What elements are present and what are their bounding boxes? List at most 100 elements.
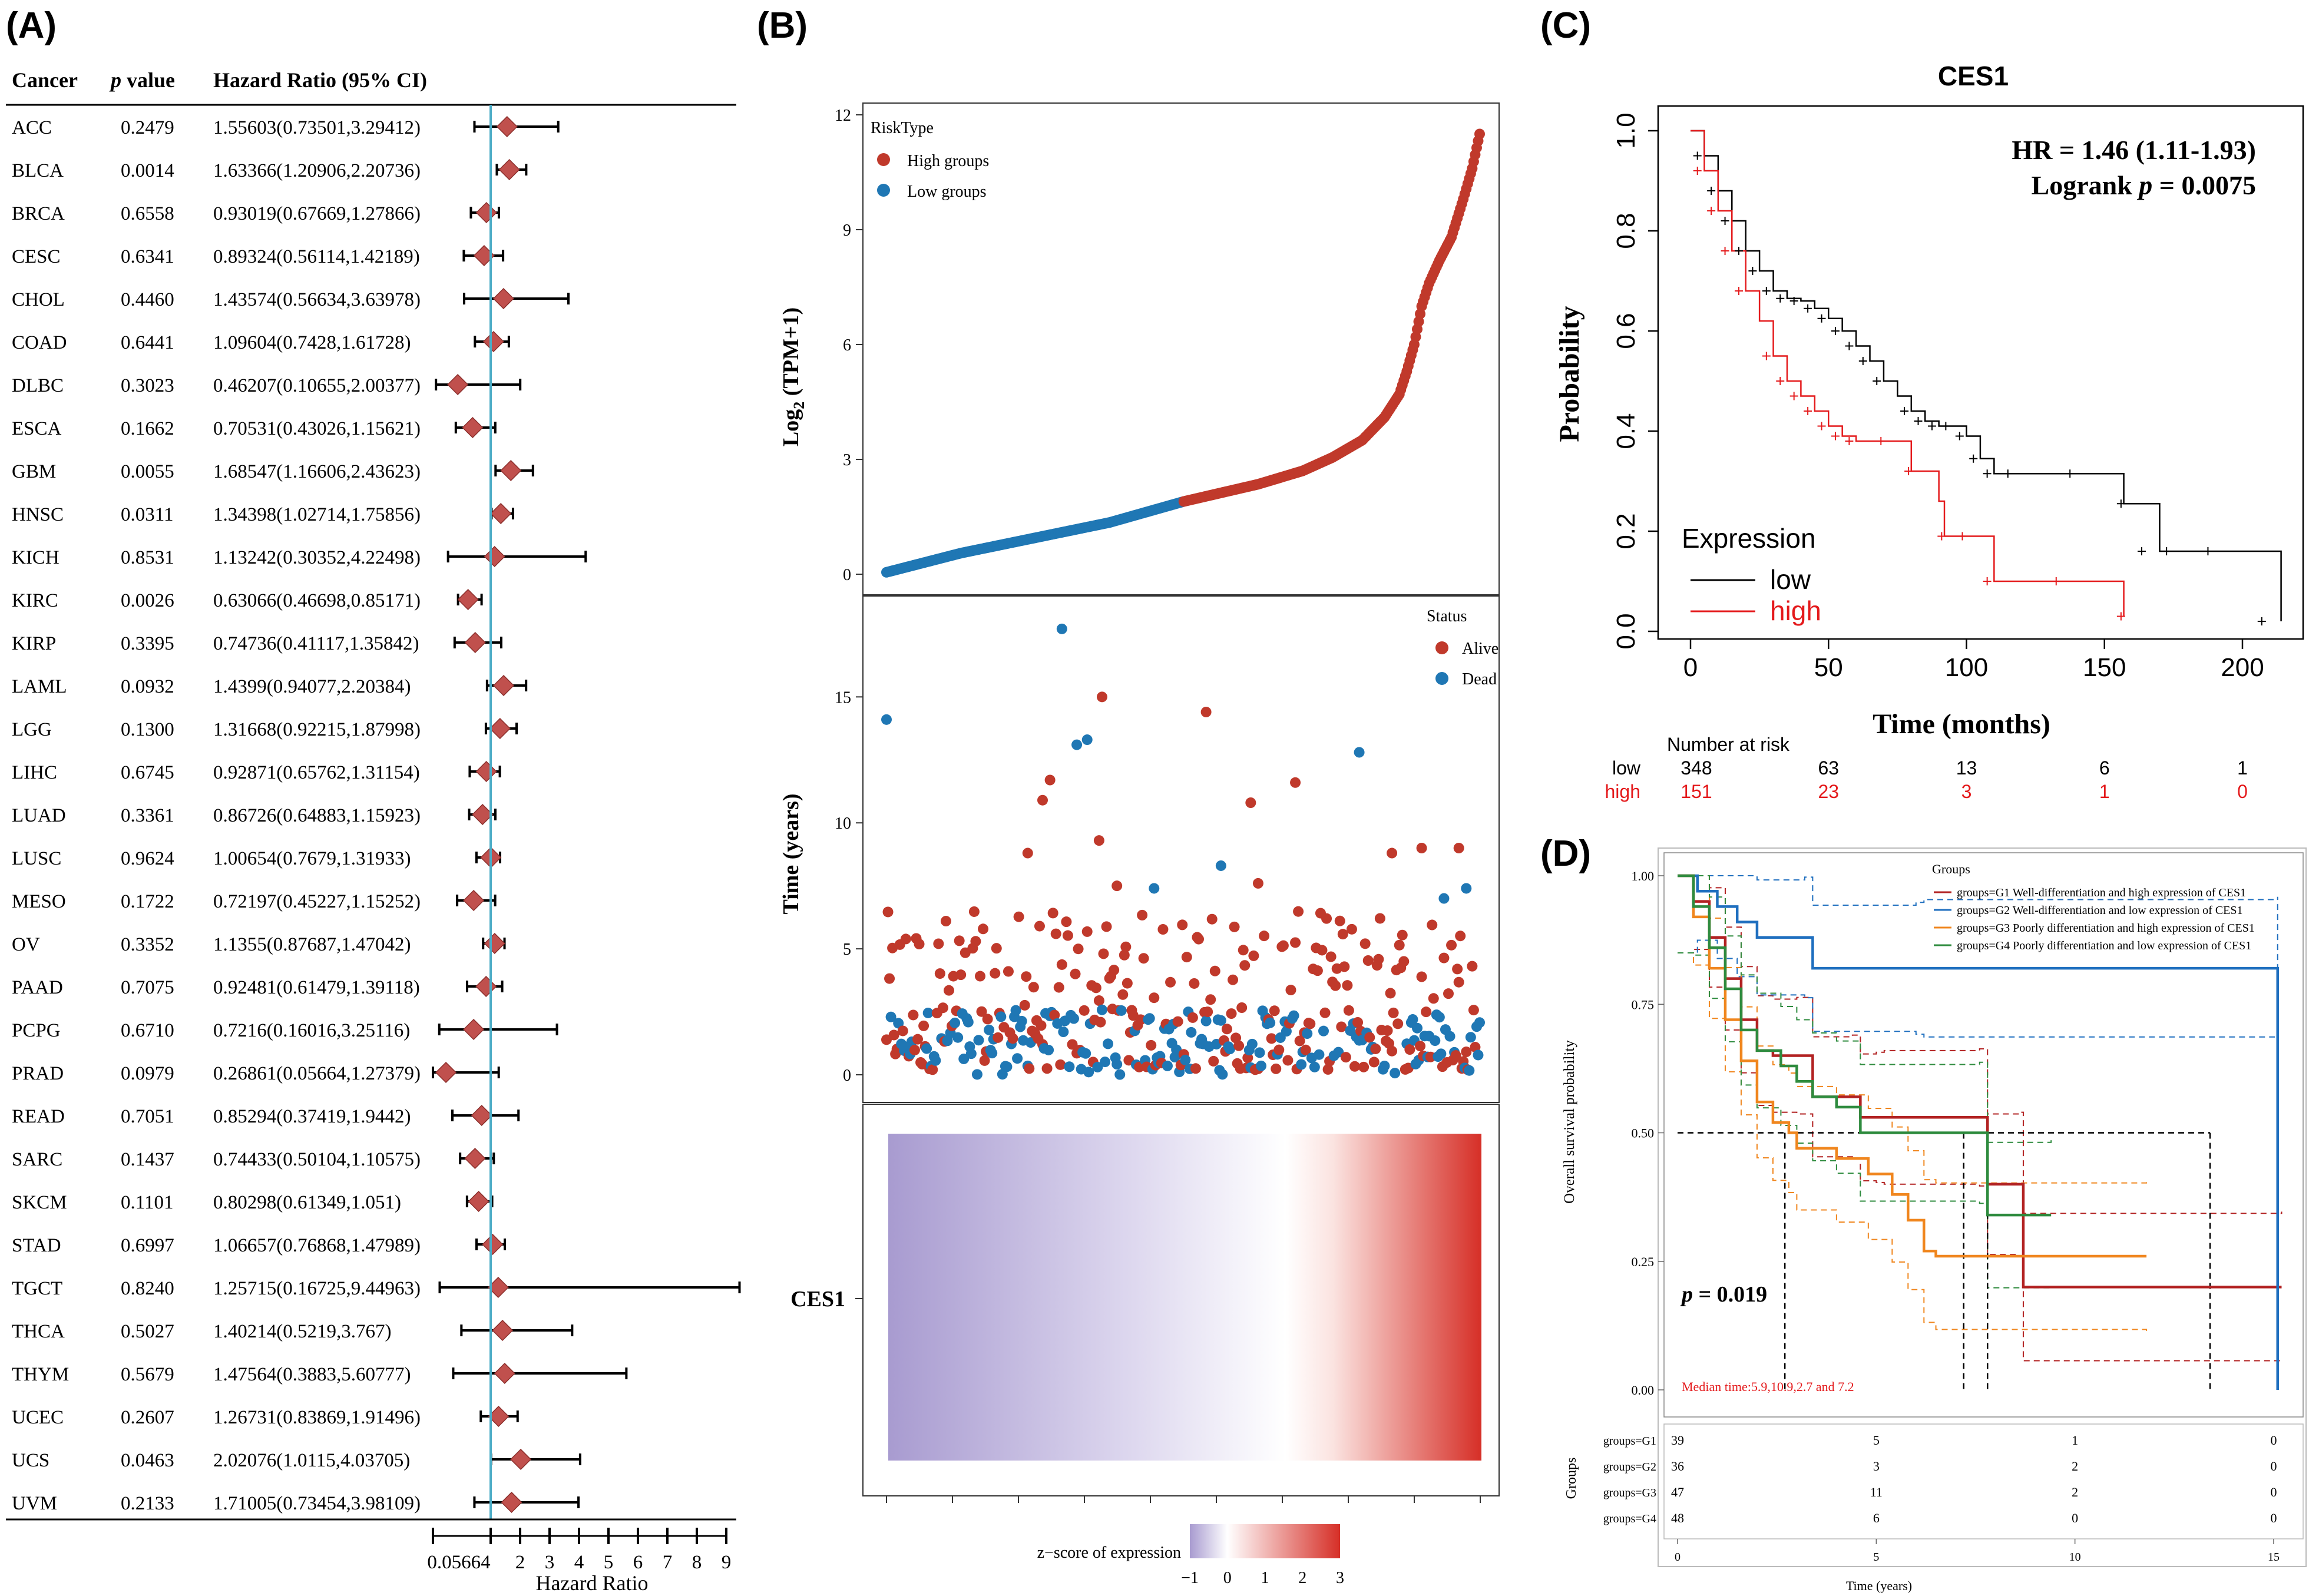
zscore-tick-label: −1 — [1181, 1569, 1199, 1587]
survival-point — [1428, 993, 1439, 1004]
survival-point — [1114, 1069, 1126, 1080]
forest-hr-text: 1.26731(0.83869,1.91496) — [213, 1407, 421, 1428]
survival-point — [1047, 908, 1058, 919]
forest-p-value: 0.6745 — [121, 762, 174, 783]
survival-point — [1228, 974, 1239, 985]
forest-hr-text: 0.86726(0.64883,1.15923) — [213, 805, 421, 826]
forest-axis-tick-label: 3 — [545, 1552, 555, 1573]
survival-point — [912, 1034, 923, 1045]
heatmap-frame — [862, 1104, 1500, 1496]
forest-hr-diamond — [496, 115, 518, 138]
survival-point — [1058, 1027, 1069, 1038]
forest-axis-tick-label: 6 — [633, 1552, 643, 1573]
d-y-tick-label: 0.00 — [1632, 1383, 1655, 1398]
km-low-censor — [1721, 217, 1729, 225]
survival-point — [1189, 978, 1200, 989]
forest-cancer-label: HNSC — [12, 504, 64, 525]
d-x-label: Time (years) — [1846, 1578, 1912, 1593]
d-risk-frame — [1663, 1423, 2304, 1539]
survival-point — [1146, 1039, 1157, 1051]
d-ci-upper-g4 — [1678, 875, 2052, 1143]
d-plot-frame — [1663, 852, 2304, 1418]
survival-point — [944, 985, 954, 996]
d-curve-g3 — [1678, 874, 2147, 1258]
survival-point — [908, 1009, 919, 1021]
survival-point — [987, 1048, 998, 1059]
survival-outlier-point — [1252, 878, 1263, 889]
survival-point — [1468, 1005, 1479, 1016]
survival-outlier-point — [1416, 843, 1427, 853]
d-ci-upper-g1 — [1678, 875, 2282, 1214]
legend-dead-label: Dead — [1462, 670, 1497, 688]
survival-point — [1388, 1007, 1399, 1018]
d-risk-value: 0 — [2271, 1511, 2277, 1525]
forest-cancer-label: LAML — [12, 676, 67, 697]
survival-point — [1370, 1043, 1381, 1054]
survival-point — [995, 1011, 1007, 1022]
d-risk-row-label: groups=G4 — [1603, 1512, 1656, 1525]
forest-hr-text: 0.93019(0.67669,1.27866) — [213, 203, 421, 224]
forest-cancer-label: LGG — [12, 719, 52, 740]
survival-point — [882, 906, 894, 918]
forest-p-value: 0.6558 — [121, 203, 174, 224]
survival-point — [1193, 933, 1204, 945]
legend-low-marker — [877, 184, 890, 197]
km-low-censor — [1845, 342, 1854, 350]
survival-point — [1165, 976, 1176, 988]
d-x-tick-label: 10 — [2069, 1551, 2081, 1564]
forest-cancer-label: STAD — [12, 1235, 61, 1256]
survival-point — [1041, 1063, 1053, 1074]
top-y-tick-label: 3 — [843, 451, 851, 469]
forest-hr-text: 0.80298(0.61349,1.051) — [213, 1192, 401, 1213]
survival-point — [1012, 1053, 1023, 1064]
survival-point — [1013, 911, 1024, 922]
km-high-censor — [1904, 467, 1913, 475]
d-curve-g2 — [1678, 874, 2279, 1390]
legend-low-label: Low groups — [907, 183, 987, 201]
survival-point — [1083, 1067, 1094, 1078]
risk-row-label: low — [1612, 757, 1641, 779]
forest-hr-text: 1.13242(0.30352,4.22498) — [213, 547, 421, 568]
survival-outlier-point — [1387, 847, 1398, 859]
survival-point — [1461, 1047, 1472, 1058]
forest-axis-tick-label: 9 — [722, 1552, 732, 1573]
survival-point — [1425, 1051, 1436, 1062]
survival-point — [990, 968, 1001, 979]
survival-point — [1452, 963, 1463, 975]
km-legend: Expression low high — [1682, 523, 1821, 626]
risk-row-value: 1 — [2099, 781, 2110, 802]
km-high-censor — [1958, 532, 1967, 541]
km-frame — [1657, 105, 2304, 640]
survival-point — [1359, 938, 1371, 949]
survival-point — [888, 1029, 899, 1041]
forest-cancer-label: TGCT — [12, 1278, 62, 1299]
survival-point — [1116, 1005, 1127, 1016]
survival-point — [1024, 1063, 1035, 1074]
km-high-censor — [1937, 532, 1946, 541]
d-risk-row-label: groups=G1 — [1603, 1435, 1656, 1448]
middle-plot-frame — [862, 595, 1500, 1103]
d-legend-label: groups=G2 Well-differentiation and low e… — [1957, 904, 2243, 917]
km-y-tick-label: 0.0 — [1612, 613, 1640, 649]
survival-point — [1443, 988, 1454, 999]
d-x-tick-label: 0 — [1675, 1551, 1681, 1564]
forest-hr-diamond — [492, 287, 514, 310]
survival-point — [1330, 980, 1341, 991]
expression-points — [881, 128, 1485, 578]
forest-rows: ACC 0.2479 1.55603(0.73501,3.29412) BLCA 0.0… — [12, 115, 741, 1514]
survival-point — [922, 1007, 934, 1018]
survival-point — [1342, 980, 1353, 991]
survival-outlier-point — [1096, 691, 1107, 703]
survival-point — [1334, 915, 1345, 926]
d-legend: Groups groups=G1 Well-differentiation an… — [1932, 862, 2255, 952]
risk-row-value: 151 — [1681, 781, 1712, 802]
survival-outlier-point — [1112, 880, 1123, 892]
top-y-axis: 0 3 6 9 12 — [835, 107, 863, 584]
km-y-tick-label: 0.2 — [1612, 513, 1640, 549]
km-high-censor — [2116, 612, 2125, 621]
survival-outlier-point — [1245, 797, 1256, 808]
panel-a-forest-plot: (A) Cancer p value Hazard Ratio (95% CI)… — [6, 5, 741, 1595]
survival-point — [1101, 921, 1112, 932]
survival-point — [1321, 913, 1332, 924]
forest-cancer-label: ACC — [12, 117, 52, 138]
